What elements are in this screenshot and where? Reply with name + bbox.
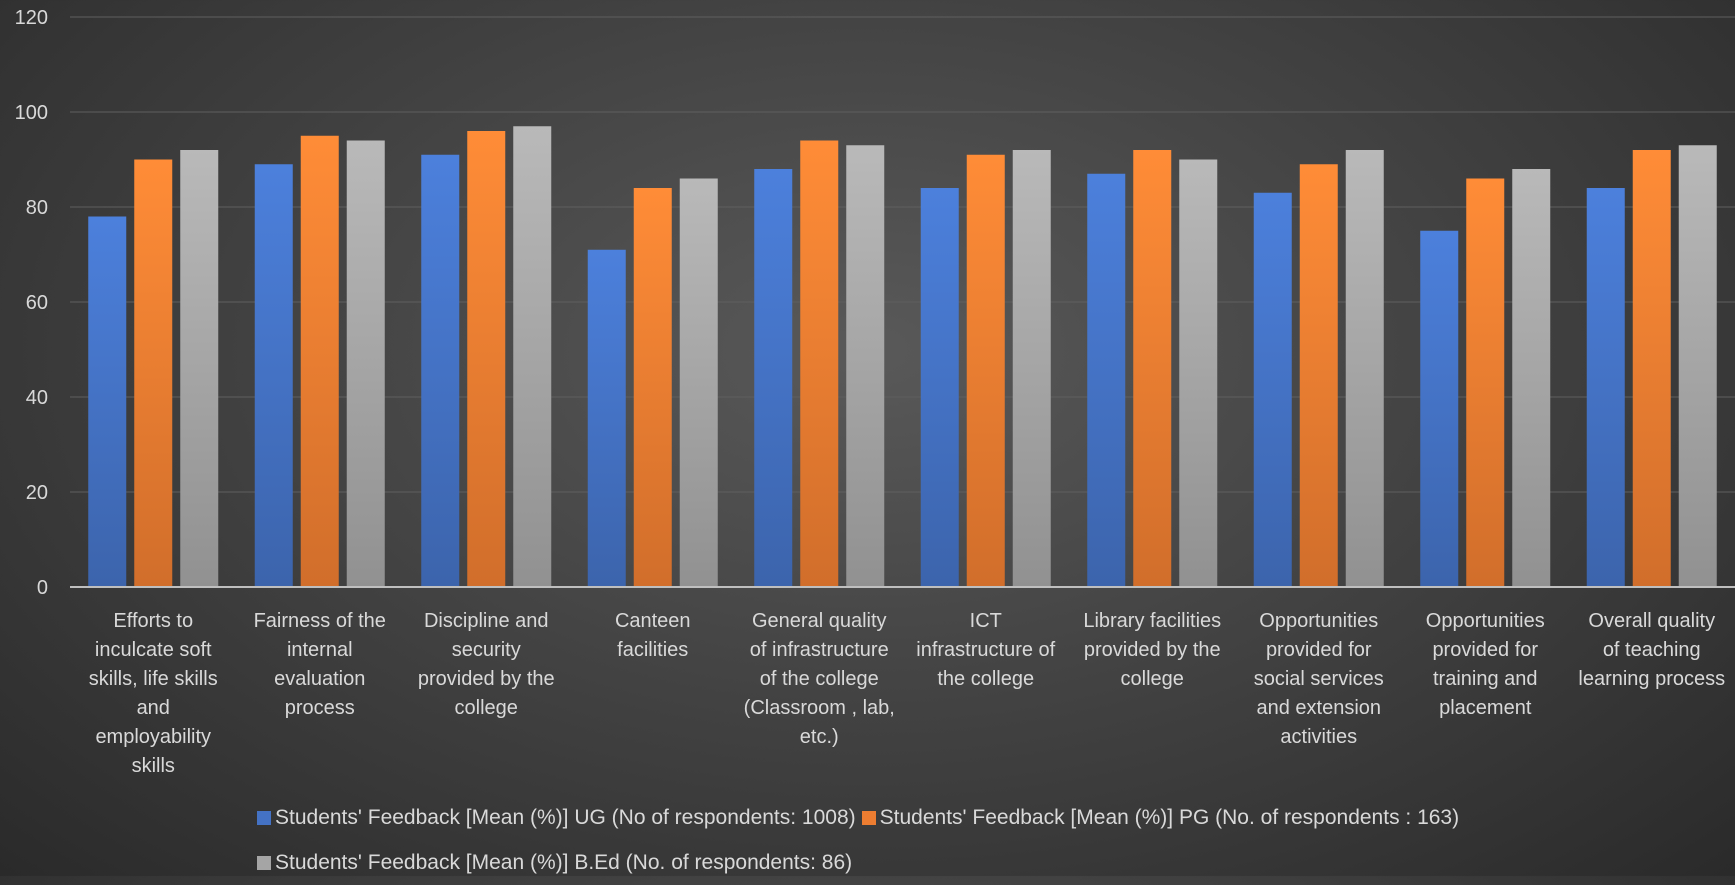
axes: 0 20 40 60 80 100 120 Efforts to inculcate soft s… (15, 7, 1735, 777)
legend-label: Students' Feedback [Mean (%)] B.Ed (No. … (275, 851, 853, 874)
bar (1012, 150, 1051, 587)
bar (1420, 230, 1459, 587)
y-tick-label: 120 (15, 7, 48, 29)
bar (421, 154, 460, 587)
legend-item: Students' Feedback [Mean (%)] PG (No. of… (861, 795, 1460, 840)
bar (1179, 159, 1218, 587)
bar (1678, 145, 1717, 587)
bar (1466, 178, 1505, 587)
bar (513, 126, 552, 587)
legend-label: Students' Feedback [Mean (%)] PG (No. of… (879, 806, 1460, 829)
legend: Students' Feedback [Mean (%)] UG (No of … (257, 795, 1557, 885)
x-tick-label: Efforts to inculcate soft skills, life ski… (89, 610, 218, 777)
y-tick-label: 40 (26, 387, 48, 409)
x-tick-label: ICT infrastructure of the college (916, 610, 1055, 690)
bar (346, 140, 385, 587)
bar (467, 131, 506, 587)
y-tick-label: 60 (26, 292, 48, 314)
bar (1586, 188, 1625, 587)
bar (134, 159, 173, 587)
y-tick-label: 100 (15, 102, 48, 124)
bar (920, 188, 959, 587)
bar (800, 140, 839, 587)
y-tick-label: 20 (26, 482, 48, 504)
x-tick-label: Discipline and security provided by the col… (418, 610, 555, 719)
x-tick-label: Library facilities provided by the college (1083, 610, 1221, 690)
x-tick-label: Opportunities provided for training and pla… (1426, 610, 1545, 719)
x-tick-label: Opportunities provided for social services… (1254, 610, 1384, 748)
bar (1512, 169, 1551, 587)
legend-swatch (861, 811, 876, 825)
bar (1299, 164, 1338, 587)
bar (679, 178, 718, 587)
bar (587, 249, 626, 587)
y-tick-label: 0 (37, 577, 48, 599)
bar (300, 135, 339, 587)
legend-swatch (257, 856, 271, 870)
bars (88, 126, 1717, 587)
bar (633, 188, 672, 587)
legend-item: Students' Feedback [Mean (%)] UG (No of … (257, 795, 856, 840)
bar (846, 145, 885, 587)
x-tick-label: Canteen facilities (615, 610, 691, 661)
bar (180, 150, 219, 587)
bar (1632, 150, 1671, 587)
y-tick-label: 80 (26, 197, 48, 219)
bar (1253, 192, 1292, 587)
bar (1133, 150, 1172, 587)
bar (88, 216, 127, 587)
bar (254, 164, 293, 587)
x-tick-label: Overall quality of teaching learning proce… (1578, 610, 1725, 690)
legend-swatch (257, 811, 271, 825)
x-tick-label: General quality of infrastructure of the c… (744, 610, 895, 748)
bar (1345, 150, 1384, 587)
bar (966, 154, 1005, 587)
legend-item: Students' Feedback [Mean (%)] B.Ed (No. … (257, 840, 852, 885)
legend-label: Students' Feedback [Mean (%)] UG (No of … (275, 806, 856, 829)
bar (754, 169, 793, 587)
bar (1087, 173, 1126, 587)
x-tick-label: Fairness of the internal evaluation process (254, 610, 386, 719)
